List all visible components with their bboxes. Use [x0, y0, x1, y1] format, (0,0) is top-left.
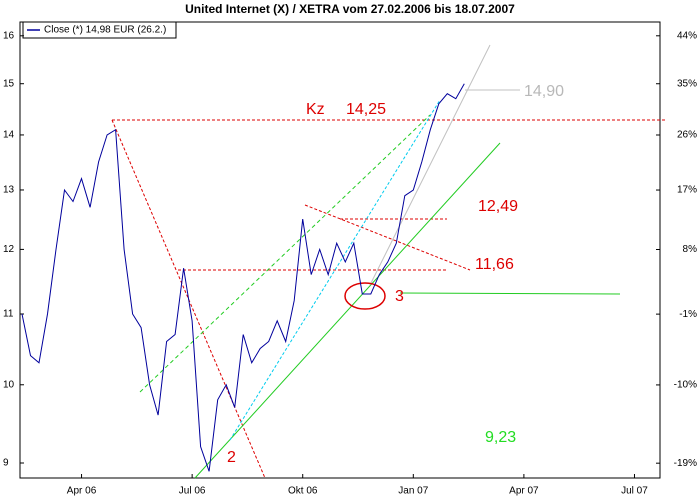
y-tick-label: 10	[3, 379, 15, 390]
y-tick-label: 14	[3, 130, 15, 141]
annotation: 11,66	[475, 256, 514, 273]
annotation: 14,90	[524, 83, 564, 100]
y-tick-label: 13	[3, 185, 15, 196]
y-tick-label: 16	[3, 30, 15, 41]
trend-line	[369, 44, 491, 286]
annotation: 9,23	[485, 429, 516, 446]
trend-line	[139, 114, 431, 393]
price-line	[21, 83, 465, 472]
x-tick-label: Apr 06	[67, 486, 97, 497]
target-line	[399, 292, 621, 295]
y2-tick-label: -19%	[674, 458, 697, 469]
y2-tick-label: 44%	[677, 30, 697, 41]
y2-tick-label: 35%	[677, 78, 697, 89]
legend-label: Close (*) 14,98 EUR (26.2.)	[44, 25, 166, 36]
trend-line	[229, 99, 441, 441]
y-tick-label: 9	[3, 458, 9, 469]
annotation: 3	[395, 288, 404, 305]
annotation: 14,25	[346, 101, 386, 118]
annotation: 12,49	[478, 198, 518, 215]
y2-tick-label: 17%	[677, 185, 697, 196]
x-tick-label: Jan 07	[398, 486, 428, 497]
y2-tick-label: 26%	[677, 130, 697, 141]
annotation: 2	[227, 449, 236, 466]
y2-tick-label: -1%	[679, 309, 697, 320]
x-tick-label: Jul 07	[621, 486, 648, 497]
trend-line	[304, 204, 471, 271]
y-tick-label: 12	[3, 244, 15, 255]
x-tick-label: Apr 07	[509, 486, 539, 497]
x-tick-label: Okt 06	[288, 486, 318, 497]
annotation: Kz	[306, 101, 325, 118]
y-tick-label: 15	[3, 78, 15, 89]
y2-tick-label: 8%	[683, 244, 698, 255]
legend	[22, 21, 177, 39]
trend-lines	[111, 44, 665, 479]
y2-tick-label: -10%	[674, 380, 697, 391]
y-tick-label: 11	[3, 309, 14, 320]
highlight-ellipse	[344, 282, 386, 310]
x-tick-label: Jul 06	[179, 486, 206, 497]
trend-line	[194, 142, 501, 479]
chart-title: United Internet (X) / XETRA vom 27.02.20…	[185, 2, 515, 16]
